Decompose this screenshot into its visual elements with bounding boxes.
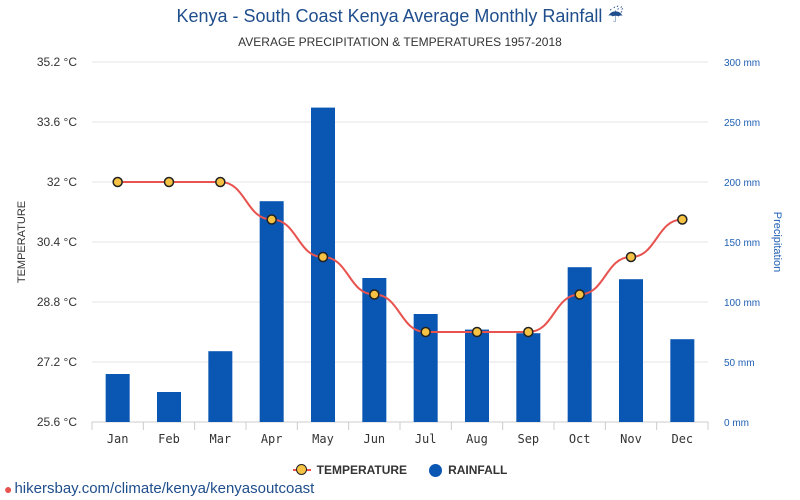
temperature-point[interactable] [574, 289, 585, 300]
y-axis-label-left: TEMPERATURE [16, 201, 28, 283]
legend-rainfall-dot-icon [429, 463, 443, 477]
y-tick-label-left: 28.8 °C [37, 295, 77, 309]
rainfall-bar[interactable] [259, 201, 284, 422]
temperature-point[interactable] [112, 176, 123, 188]
y-tick-label-left: 30.4 °C [37, 235, 77, 249]
rainfall-bar[interactable] [670, 339, 695, 422]
x-tick-label: Nov [620, 432, 642, 446]
x-tick-label: Apr [261, 432, 283, 446]
temperature-point[interactable] [266, 214, 277, 225]
rainfall-bar[interactable] [311, 107, 335, 422]
chart-subtitle: AVERAGE PRECIPITATION & TEMPERATURES 195… [238, 35, 562, 49]
legend-temperature-marker-icon [292, 464, 311, 476]
x-tick-label: Dec [671, 432, 693, 446]
y-tick-label-left: 27.2 °C [37, 355, 77, 369]
location-pin-icon: ● [4, 480, 13, 497]
y-tick-label-right: 250 mm [724, 118, 760, 129]
legend-temperature-label: TEMPERATURE [316, 463, 408, 477]
legend-item-rainfall[interactable]: RAINFALL [429, 463, 507, 477]
rainfall-bar[interactable] [105, 374, 130, 422]
y-tick-label-left: 32 °C [47, 175, 77, 189]
y-tick-label-right: 200 mm [724, 178, 760, 189]
x-tick-label: Jul [415, 432, 437, 446]
temperature-point[interactable] [523, 326, 534, 338]
x-tick-label: Mar [209, 432, 231, 446]
temperature-point[interactable] [471, 326, 483, 338]
y-tick-label-right: 100 mm [724, 298, 760, 309]
temperature-point[interactable] [317, 251, 329, 263]
legend: TEMPERATURE RAINFALL [0, 463, 800, 477]
y-tick-label-right: 150 mm [724, 238, 760, 249]
legend-item-temperature[interactable]: TEMPERATURE [292, 463, 408, 477]
chart-area: 25.6 °C 27.2 °C 28.8 °C 30.4 °C 32 °C 33.6 °C… [16, 55, 783, 446]
source-link[interactable]: ● hikersbay.com/climate/kenya/kenyasoutc… [4, 480, 314, 497]
temperature-point[interactable] [369, 289, 380, 300]
chart-title: Kenya - South Coast Kenya Average Monthl… [176, 6, 624, 26]
x-tick-label: Oct [569, 432, 591, 446]
y-tick-label-right: 0 mm [724, 418, 749, 429]
temperature-point[interactable] [625, 251, 637, 263]
y-tick-label-left: 33.6 °C [37, 115, 77, 129]
x-tick-label: May [312, 432, 334, 446]
temperature-point[interactable] [420, 326, 431, 338]
y-axis-label-right: Precipitation [771, 212, 783, 273]
temperature-point[interactable] [677, 214, 688, 225]
y-tick-label-right: 50 mm [724, 358, 755, 369]
x-tick-label: Aug [466, 432, 488, 446]
source-url: hikersbay.com/climate/kenya/kenyasoutcoa… [14, 480, 315, 497]
y-tick-label-left: 25.6 °C [37, 415, 77, 429]
rainfall-bar[interactable] [362, 278, 387, 422]
rainfall-bar[interactable] [619, 279, 643, 422]
rainfall-bar[interactable] [465, 329, 489, 422]
rainfall-bar[interactable] [208, 351, 233, 422]
temperature-line [117, 181, 683, 333]
x-tick-label: Sep [517, 432, 539, 446]
x-tick-label: Jun [363, 432, 385, 446]
y-tick-label-right: 300 mm [724, 58, 760, 69]
temperature-point[interactable] [163, 176, 175, 188]
temperature-point[interactable] [215, 176, 226, 188]
rainfall-bar[interactable] [157, 392, 181, 422]
y-tick-label-left: 35.2 °C [37, 55, 77, 69]
x-tick-label: Feb [158, 432, 180, 446]
legend-rainfall-label: RAINFALL [448, 463, 508, 477]
x-tick-label: Jan [107, 432, 129, 446]
rainfall-bar[interactable] [516, 333, 541, 422]
